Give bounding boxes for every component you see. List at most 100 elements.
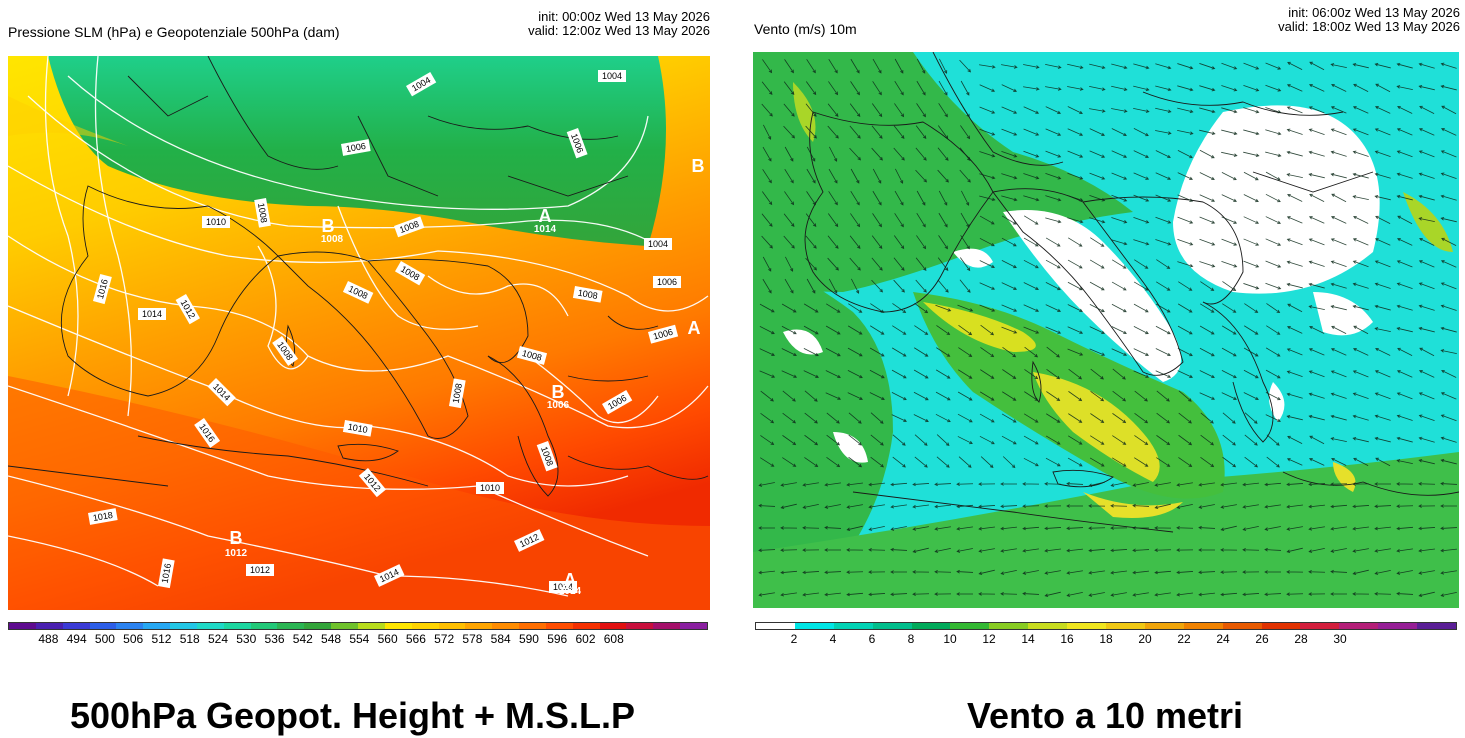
wind-arrow — [1001, 173, 1018, 180]
wind-arrow — [825, 370, 841, 379]
wind-arrow — [1244, 434, 1258, 446]
wind-arrow — [1308, 282, 1325, 289]
wind-arrow — [1110, 592, 1127, 597]
wind-arrow — [828, 59, 838, 74]
wind-arrow — [1286, 348, 1303, 356]
wind-arrow — [868, 525, 885, 531]
wind-arrow — [1265, 238, 1282, 246]
wind-arrow — [1134, 412, 1149, 424]
wind-arrow — [1418, 459, 1435, 465]
wind-arrow — [1221, 238, 1238, 246]
wind-arrow — [782, 390, 796, 402]
wind-arrow — [1001, 260, 1017, 269]
wind-arrow — [1044, 482, 1062, 486]
wind-arrow — [892, 456, 906, 468]
wind-arrow — [758, 548, 776, 553]
wind-arrow — [1397, 347, 1413, 356]
wind-arrow — [1221, 216, 1238, 224]
wind-arrow — [1244, 303, 1259, 313]
wind-arrow — [1111, 194, 1128, 202]
wind-arrow — [890, 504, 907, 509]
wind-arrow — [1418, 370, 1435, 378]
wind-arrow — [1266, 456, 1280, 468]
wind-arrow — [1418, 548, 1435, 553]
wind-arrow — [1155, 194, 1172, 202]
wind-arrow — [1046, 413, 1061, 423]
wind-arrow — [781, 348, 797, 357]
colorbar-tick-label: 584 — [490, 632, 511, 646]
wind-arrow — [1200, 434, 1215, 446]
wind-arrow — [1132, 592, 1149, 597]
colorbar-swatch — [223, 623, 251, 629]
wind-arrow — [1265, 84, 1282, 92]
wind-arrow — [1221, 107, 1238, 114]
wind-arrow — [1133, 63, 1150, 70]
pressure-center-letter: B — [692, 156, 705, 176]
wind-arrow — [1353, 83, 1369, 92]
wind-arrow — [893, 147, 905, 161]
wind-arrow — [1243, 171, 1259, 181]
wind-arrow — [1308, 150, 1325, 157]
wind-arrow — [847, 369, 863, 379]
wind-arrow — [784, 146, 794, 162]
wind-arrow — [849, 257, 861, 271]
colorbar-swatch — [62, 623, 90, 629]
wind-arrow — [1286, 260, 1303, 267]
wind-arrow — [1154, 503, 1171, 509]
wind-arrow — [1132, 503, 1150, 508]
wind-arrow — [1068, 368, 1083, 380]
wind-arrow — [1352, 370, 1369, 378]
wind-arrow — [1177, 238, 1194, 246]
wind-arrow — [979, 128, 996, 136]
wind-arrow — [1178, 434, 1193, 446]
wind-arrow — [1090, 368, 1104, 380]
wind-arrow — [824, 482, 841, 487]
wind-arrow — [1111, 326, 1127, 335]
isobar-label: 1006 — [657, 277, 677, 287]
wind-arrow — [846, 504, 863, 509]
wind-arrow — [1374, 260, 1391, 268]
wind-arrow — [1352, 569, 1369, 575]
wind-arrow — [1221, 260, 1238, 268]
wind-arrow — [1088, 481, 1105, 487]
wind-arrow — [759, 326, 775, 335]
wind-arrow — [1089, 259, 1105, 269]
wind-arrow — [1374, 526, 1391, 531]
wind-arrow — [1221, 62, 1238, 70]
wind-arrow — [1199, 194, 1216, 202]
wind-arrow — [848, 303, 863, 313]
wind-arrow — [850, 81, 860, 96]
colorbar-swatch — [833, 623, 873, 629]
wind-arrow — [1352, 504, 1370, 509]
wind-arrow — [1199, 392, 1216, 400]
wind-arrow — [1001, 282, 1018, 290]
colorbar-swatch — [1417, 623, 1457, 629]
wind-arrow — [1176, 503, 1193, 509]
run-info: init: 00:00z Wed 13 May 2026 valid: 12:0… — [528, 10, 710, 38]
wind-arrow — [1287, 303, 1303, 313]
wind-arrow — [979, 151, 996, 158]
wind-arrow — [1045, 304, 1062, 312]
wind-arrow — [846, 570, 864, 574]
wind-arrow — [805, 81, 817, 96]
wind-arrow — [1177, 63, 1194, 70]
wind-arrow — [1001, 64, 1018, 69]
wind-arrow — [1374, 370, 1391, 378]
wind-arrow — [1222, 412, 1236, 424]
wind-arrow — [1330, 526, 1347, 531]
wind-arrow — [1330, 437, 1347, 443]
wind-arrow — [1440, 150, 1457, 158]
wind-arrow — [959, 279, 971, 293]
wind-arrow — [1089, 108, 1106, 113]
pressure-center-value: 1008 — [321, 234, 344, 245]
wind-arrow — [784, 191, 795, 206]
wind-arrow — [824, 570, 842, 575]
wind-arrow — [824, 592, 841, 597]
colorbar-tick-label: 18 — [1099, 632, 1113, 646]
wind-arrow — [1044, 591, 1061, 597]
wind-arrow — [1396, 238, 1413, 246]
wind-arrow — [1331, 83, 1347, 92]
wind-arrow — [1112, 435, 1127, 445]
wind-arrow — [1111, 85, 1128, 91]
wind-arrow — [1308, 458, 1325, 466]
